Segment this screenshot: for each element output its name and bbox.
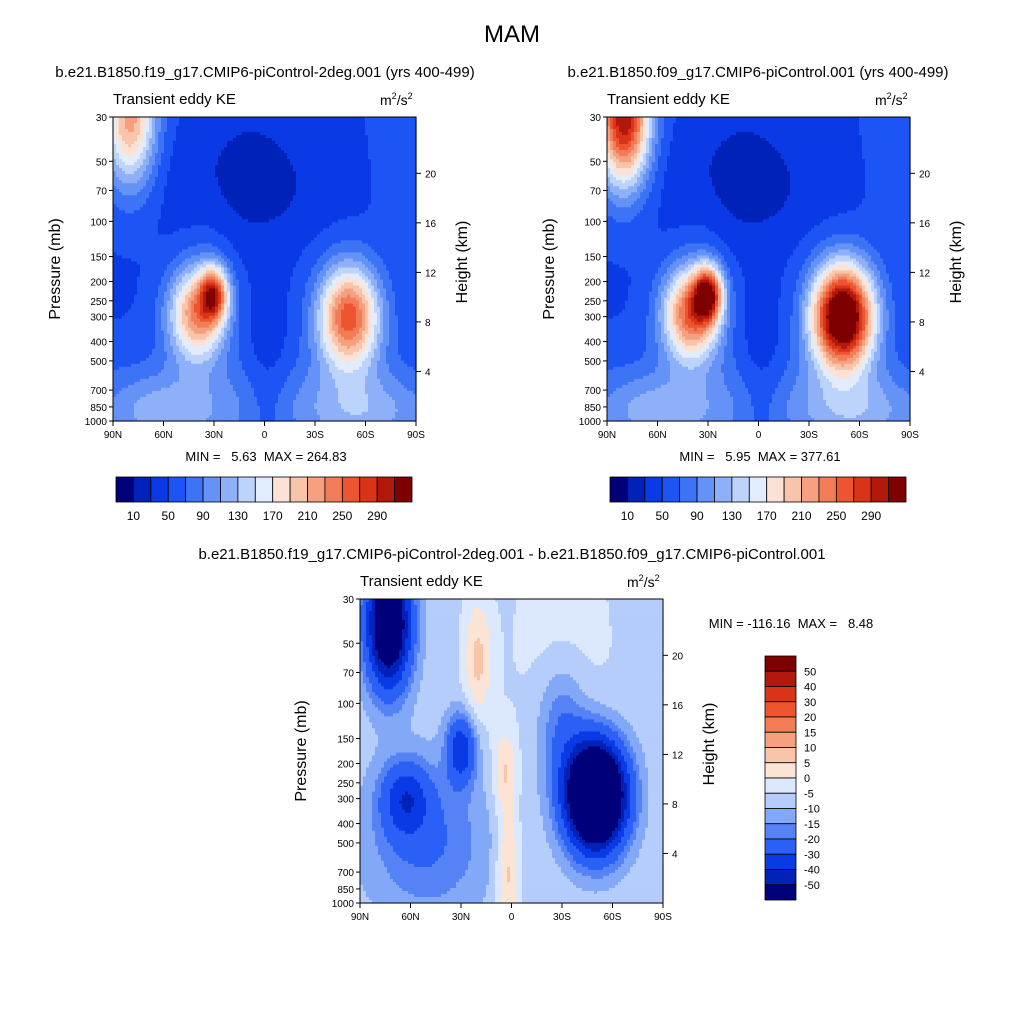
panel-1-left-label: Transient eddy KE [113, 91, 236, 108]
panel-1-units: m2/s2 [380, 91, 413, 108]
panel-1-title: b.e21.B1850.f19_g17.CMIP6-piControl-2deg… [55, 64, 474, 81]
panel-1-contour-field [113, 117, 417, 422]
figure-title: MAM [484, 21, 540, 48]
panel-1: b.e21.B1850.f19_g17.CMIP6-piControl-2deg… [47, 64, 475, 523]
